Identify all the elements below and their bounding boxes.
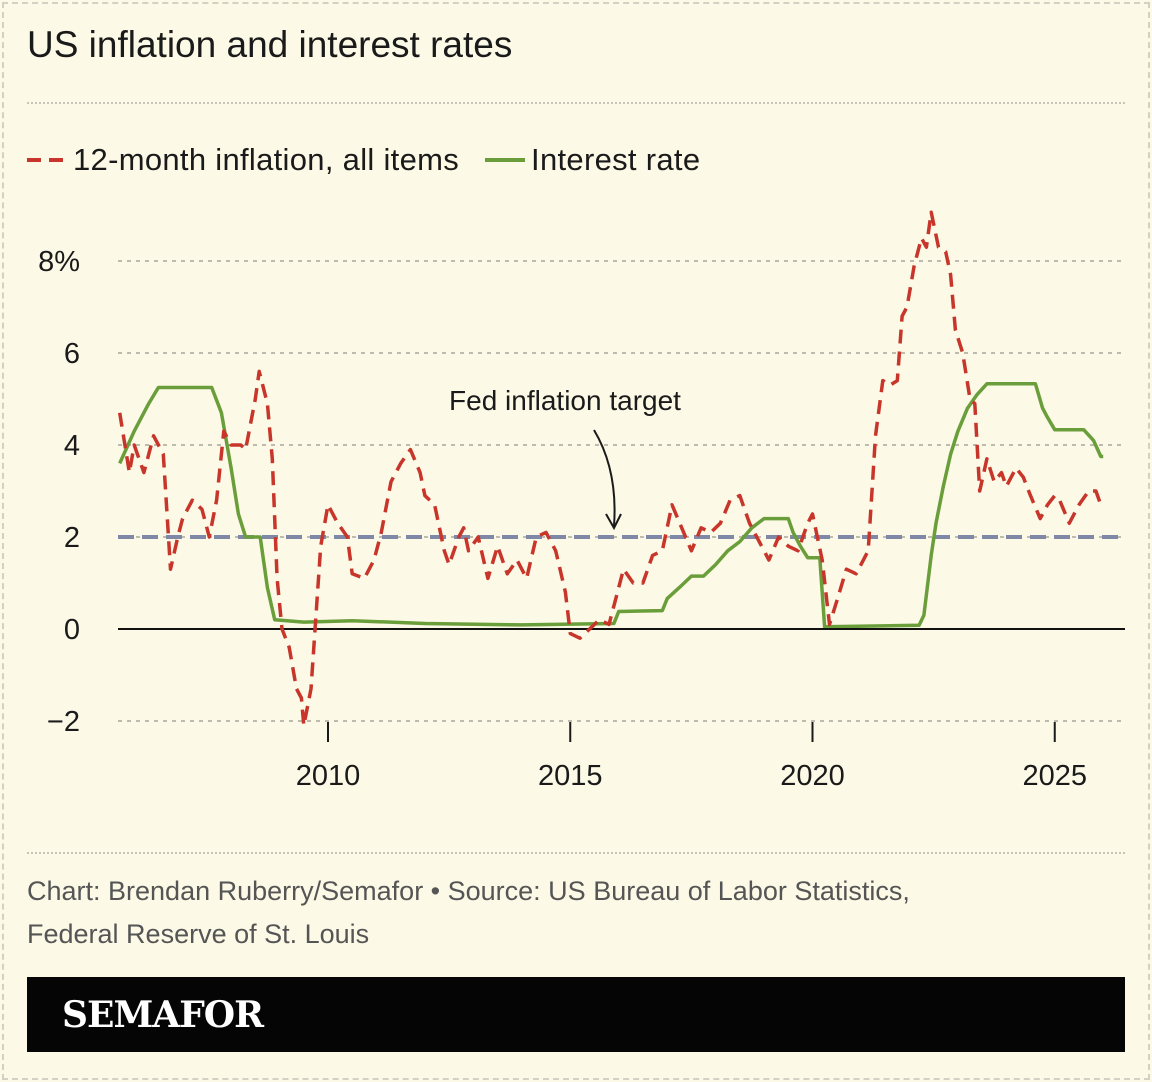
- x-tick-label: 2020: [780, 760, 845, 792]
- annotation-arrowhead: [605, 513, 622, 531]
- legend-label-interest: Interest rate: [531, 142, 701, 177]
- source-line-2: Federal Reserve of St. Louis: [27, 919, 370, 949]
- legend: 12-month inflation, all items Interest r…: [27, 142, 700, 178]
- logo-text: SEMAFOR: [62, 994, 264, 1036]
- series-line-inflation: [117, 210, 1103, 728]
- y-tick-label: 4: [64, 430, 80, 462]
- y-tick-label: 2: [64, 522, 80, 554]
- divider-bottom: [27, 852, 1125, 854]
- y-tick-label: 6: [64, 338, 80, 370]
- chart-title: US inflation and interest rates: [27, 24, 513, 65]
- x-tick-label: 2015: [538, 760, 603, 792]
- x-tick-label: 2025: [1022, 760, 1087, 792]
- y-tick-label: 8%: [38, 246, 80, 278]
- annotation-fed-target: Fed inflation target: [449, 385, 681, 416]
- x-tick-label: 2010: [296, 760, 361, 792]
- divider-top: [27, 102, 1125, 104]
- source-note: Chart: Brendan Ruberry/Semafor • Source:…: [27, 870, 910, 956]
- semafor-logo: SEMAFOR: [27, 977, 1125, 1052]
- series-line-interest-rate: [118, 382, 1104, 629]
- y-tick-label: −2: [47, 706, 80, 738]
- annotation-arrow: [593, 429, 616, 527]
- legend-swatch-inflation: [27, 158, 67, 162]
- source-line-1: Chart: Brendan Ruberry/Semafor • Source:…: [27, 876, 910, 906]
- y-tick-label: 0: [64, 614, 80, 646]
- legend-swatch-interest: [485, 158, 526, 162]
- legend-label-inflation: 12-month inflation, all items: [73, 142, 460, 177]
